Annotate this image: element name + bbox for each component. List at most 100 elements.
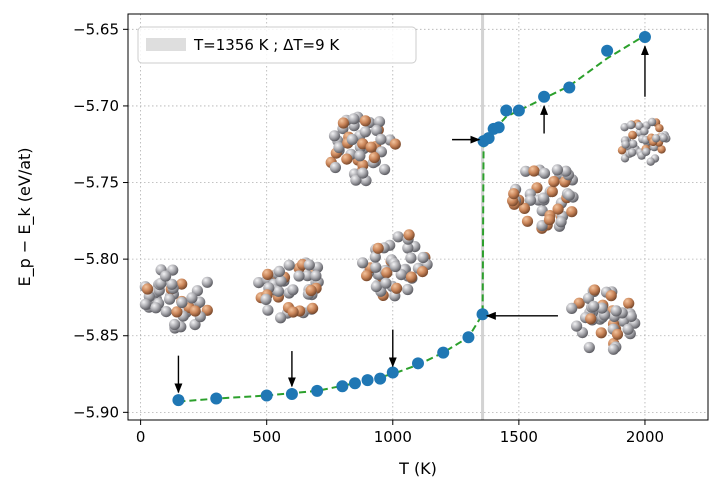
- y-tick-label: −5.90: [73, 403, 119, 421]
- silver-atom: [621, 140, 630, 149]
- silver-atom: [520, 165, 532, 177]
- cluster-1600: [506, 164, 579, 234]
- silver-atom: [375, 133, 387, 145]
- copper-atom: [381, 267, 393, 279]
- copper-atom: [655, 124, 664, 133]
- silver-atom: [166, 278, 178, 290]
- data-point: [348, 377, 361, 390]
- data-point: [500, 104, 513, 117]
- copper-atom: [337, 117, 349, 129]
- data-point: [285, 387, 298, 400]
- silver-atom: [395, 269, 407, 281]
- cluster-600: [253, 257, 324, 324]
- silver-atom: [370, 261, 382, 273]
- silver-atom: [303, 259, 315, 271]
- copper-atom: [405, 271, 417, 283]
- silver-atom: [640, 127, 649, 136]
- copper-atom: [372, 242, 384, 254]
- silver-atom: [160, 306, 172, 318]
- silver-atom: [370, 281, 382, 293]
- copper-atom: [359, 115, 371, 127]
- data-point: [476, 308, 489, 321]
- silver-atom: [201, 276, 213, 288]
- copper-atom: [189, 305, 201, 317]
- copper-atom: [611, 328, 624, 340]
- silver-atom: [346, 133, 358, 146]
- y-tick-label: −5.80: [73, 250, 119, 268]
- silver-atom: [176, 296, 188, 309]
- silver-atom: [582, 292, 595, 304]
- silver-atom: [651, 134, 661, 143]
- silver-atom: [272, 285, 285, 297]
- copper-atom: [365, 141, 377, 153]
- silver-atom: [357, 257, 369, 269]
- cluster-images: [139, 111, 671, 355]
- silver-atom: [610, 305, 622, 317]
- plot-frame: [127, 13, 709, 421]
- data-point: [412, 357, 424, 370]
- copper-atom: [391, 282, 403, 294]
- silver-atom: [389, 260, 401, 273]
- silver-atom: [625, 310, 637, 322]
- copper-atom: [623, 297, 635, 309]
- silver-atom: [260, 293, 272, 305]
- silver-atom: [646, 157, 655, 166]
- legend-label: T=1356 K ; ΔT=9 K: [193, 36, 340, 54]
- copper-atom: [548, 176, 560, 188]
- silver-atom: [186, 292, 198, 304]
- x-tick-label: 0: [136, 428, 146, 446]
- copper-atom: [628, 130, 637, 140]
- copper-atom: [287, 306, 299, 318]
- silver-atom: [310, 270, 322, 282]
- copper-atom: [543, 214, 556, 226]
- silver-atom: [283, 259, 295, 271]
- y-tick-label: −5.65: [73, 20, 119, 38]
- y-tick-label: −5.85: [73, 327, 119, 345]
- silver-atom: [275, 312, 287, 324]
- silver-atom: [350, 174, 362, 186]
- copper-atom: [528, 165, 540, 177]
- silver-atom: [563, 189, 575, 201]
- silver-atom: [551, 164, 564, 176]
- silver-atom: [402, 242, 414, 254]
- cluster-150: [139, 264, 213, 334]
- silver-atom: [647, 117, 657, 127]
- legend-box: [137, 26, 417, 64]
- copper-atom: [518, 202, 531, 214]
- silver-atom: [164, 293, 176, 305]
- silver-atom: [555, 216, 567, 228]
- silver-atom: [373, 116, 386, 128]
- data-point: [210, 392, 223, 405]
- silver-atom: [380, 277, 392, 289]
- data-point: [386, 366, 399, 379]
- y-tick-label: −5.75: [73, 174, 119, 192]
- y-axis-label: E_p − E_k (eV/at): [15, 147, 35, 286]
- silver-atom: [359, 126, 371, 138]
- copper-atom: [605, 290, 617, 302]
- data-point: [311, 384, 324, 397]
- copper-atom: [416, 266, 429, 278]
- silver-atom: [537, 192, 550, 204]
- x-tick-label: 1000: [374, 428, 412, 446]
- copper-atom: [142, 283, 154, 295]
- data-point: [492, 121, 505, 134]
- silver-atom: [301, 270, 314, 282]
- copper-atom: [357, 159, 369, 171]
- copper-atom: [357, 138, 369, 150]
- silver-atom: [150, 302, 162, 314]
- silver-atom: [402, 283, 414, 296]
- silver-atom: [417, 251, 429, 264]
- x-tick-label: 2000: [626, 428, 664, 446]
- silver-atom: [392, 231, 404, 243]
- copper-atom: [508, 188, 520, 200]
- silver-atom: [333, 141, 345, 154]
- silver-atom: [538, 167, 551, 179]
- silver-atom: [379, 163, 391, 176]
- data-point: [336, 380, 349, 393]
- x-tick-label: 500: [252, 428, 281, 446]
- x-tick-label: 1500: [500, 428, 538, 446]
- data-series: [172, 30, 651, 407]
- data-point: [374, 372, 387, 385]
- silver-atom: [371, 124, 383, 136]
